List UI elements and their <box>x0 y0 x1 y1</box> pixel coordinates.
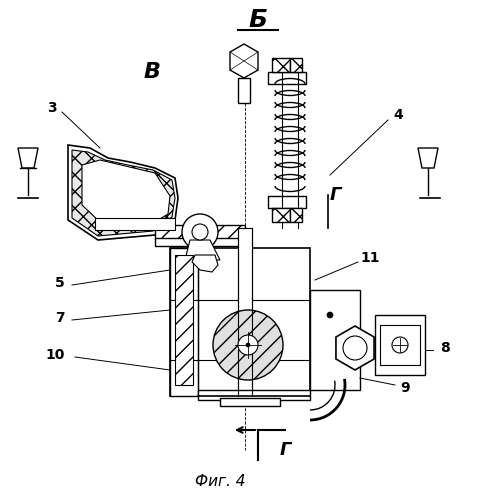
Bar <box>272 208 290 222</box>
Bar <box>268 196 306 208</box>
Bar <box>268 72 306 84</box>
Polygon shape <box>72 150 175 236</box>
Bar <box>220 398 280 406</box>
Bar <box>95 218 175 230</box>
Text: Б: Б <box>248 8 268 32</box>
Bar <box>310 290 360 390</box>
Bar <box>272 58 290 72</box>
Text: 10: 10 <box>46 348 64 362</box>
Polygon shape <box>192 255 218 272</box>
Bar <box>375 315 425 375</box>
Bar <box>290 58 302 72</box>
Text: 9: 9 <box>400 381 410 395</box>
Circle shape <box>182 214 218 250</box>
Text: 7: 7 <box>55 311 65 325</box>
Text: 3: 3 <box>47 101 57 115</box>
Bar <box>282 58 298 228</box>
Polygon shape <box>82 160 170 225</box>
Bar <box>175 255 193 385</box>
Bar <box>170 248 310 396</box>
Text: 4: 4 <box>393 108 403 122</box>
Text: Фиг. 4: Фиг. 4 <box>195 475 245 490</box>
Bar <box>380 325 420 365</box>
Bar <box>155 238 245 246</box>
Polygon shape <box>185 240 220 260</box>
Polygon shape <box>418 148 438 168</box>
Polygon shape <box>68 145 178 240</box>
Circle shape <box>213 310 283 380</box>
Text: 5: 5 <box>55 276 65 290</box>
Circle shape <box>192 224 208 240</box>
Bar <box>290 208 302 222</box>
Circle shape <box>392 337 408 353</box>
Bar <box>198 390 310 400</box>
Bar <box>238 228 252 396</box>
Bar <box>170 248 198 396</box>
Text: 8: 8 <box>440 341 450 355</box>
Text: Г: Г <box>329 186 341 204</box>
Polygon shape <box>336 326 374 370</box>
Text: 11: 11 <box>360 251 380 265</box>
Text: В: В <box>144 62 160 82</box>
Circle shape <box>246 343 250 347</box>
Text: Г: Г <box>279 441 291 459</box>
Circle shape <box>343 336 367 360</box>
Polygon shape <box>230 44 258 78</box>
Bar <box>155 225 245 239</box>
Polygon shape <box>18 148 38 168</box>
Bar <box>238 78 250 103</box>
Circle shape <box>327 312 333 318</box>
Circle shape <box>238 335 258 355</box>
